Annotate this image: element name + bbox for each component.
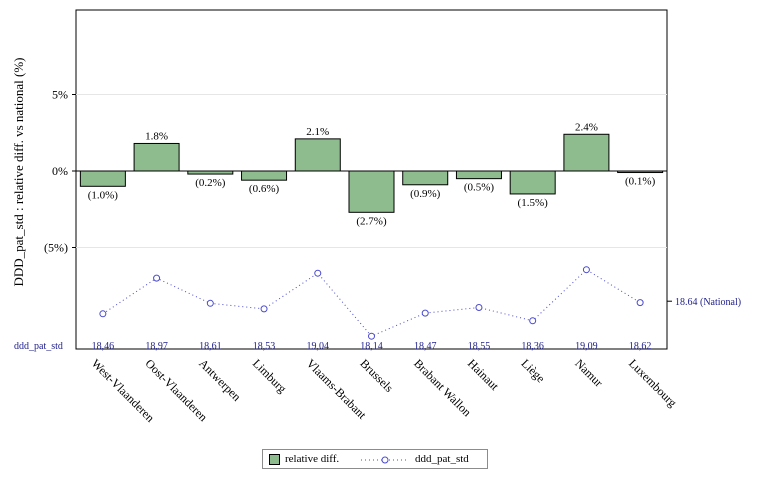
bar-data-label: (0.1%) <box>625 176 656 188</box>
bar <box>241 170 288 181</box>
bar <box>133 142 180 172</box>
bar <box>402 170 449 186</box>
y-tick-label: 0% <box>52 164 68 178</box>
legend-line-label: ddd_pat_std <box>415 453 469 465</box>
line-point <box>99 310 107 318</box>
line-point <box>636 299 644 307</box>
value-cell: 18,53 <box>253 341 276 352</box>
bar-data-label: (0.6%) <box>249 183 280 195</box>
x-tick-label: Limburg <box>250 356 289 395</box>
x-tick-label: Luxembourg <box>626 356 680 410</box>
bar-data-label: (0.5%) <box>464 182 495 194</box>
legend-bar-swatch <box>269 454 280 465</box>
line-point <box>260 305 268 313</box>
bar <box>563 133 610 172</box>
value-cell: 18,97 <box>145 341 168 352</box>
line-point <box>206 299 214 307</box>
y-tick-label: 5% <box>52 88 68 102</box>
bar-data-label: (0.9%) <box>410 188 441 200</box>
value-cell: 18,47 <box>414 341 437 352</box>
bar-data-label: 2.4% <box>575 121 598 133</box>
bar <box>348 170 395 213</box>
x-tick-label: Brussels <box>357 356 396 395</box>
x-tick-label: Liège <box>519 356 548 385</box>
legend: relative diff. ddd_pat_std <box>262 449 488 469</box>
gridlines <box>76 94 667 248</box>
legend-line-swatch <box>361 456 409 464</box>
bar <box>79 170 126 187</box>
bar-data-label: (0.2%) <box>195 177 226 189</box>
value-cell: 18,14 <box>360 341 383 352</box>
x-tick-label: Antwerpen <box>196 356 244 404</box>
value-row-label: ddd_pat_std <box>14 341 63 352</box>
legend-bar-label: relative diff. <box>285 453 340 465</box>
bar <box>294 138 341 172</box>
value-row: 18,46 18,97 18,61 18,53 19,04 18,14 18,47 18,55… <box>92 341 652 352</box>
value-cell: 18,61 <box>199 341 222 352</box>
bar-data-label: (2.7%) <box>356 215 387 227</box>
line-point <box>475 304 483 311</box>
y-axis: 5% 0% (5%) <box>44 88 76 255</box>
line-point <box>421 309 429 317</box>
value-cell: 19,09 <box>575 341 598 352</box>
bar-data-label: 1.8% <box>145 130 168 142</box>
bar-series <box>79 133 664 213</box>
line-point <box>314 269 322 277</box>
x-tick-label: Namur <box>572 356 605 389</box>
series-line <box>102 269 641 337</box>
national-reference-label: 18.64 (National) <box>675 297 741 308</box>
bar <box>509 170 556 195</box>
y-axis-label: DDD_pat_std : relative diff. vs national… <box>11 57 26 286</box>
value-cell: 18,36 <box>521 341 544 352</box>
x-tick-label: Hainaut <box>465 356 502 393</box>
value-cell: 18,62 <box>629 341 652 352</box>
line-point <box>153 274 161 282</box>
bar <box>455 170 502 180</box>
line-series <box>99 266 644 340</box>
bar-data-labels: (1.0%) 1.8% (0.2%) (0.6%) 2.1% (2.7%) (0.9%) (0… <box>88 121 656 227</box>
bar-data-label: (1.5%) <box>518 197 549 209</box>
line-point <box>529 317 537 325</box>
bar-data-label: 2.1% <box>306 126 329 138</box>
value-cell: 18,55 <box>468 341 491 352</box>
y-tick-label: (5%) <box>44 241 68 255</box>
line-point <box>368 332 375 340</box>
value-cell: 19,04 <box>307 341 330 352</box>
value-cell: 18,46 <box>92 341 115 352</box>
bar-data-label: (1.0%) <box>88 189 119 201</box>
line-point <box>582 266 590 274</box>
